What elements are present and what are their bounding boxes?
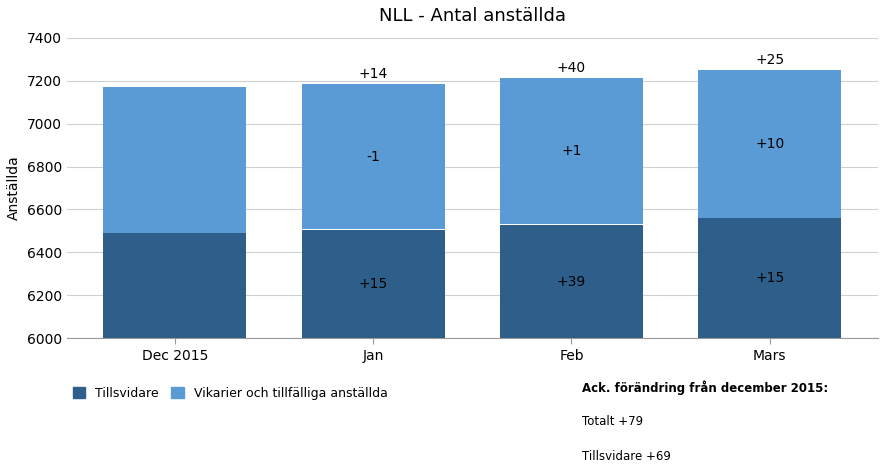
Bar: [698, 70, 841, 218]
Text: -1: -1: [366, 149, 380, 164]
Bar: [302, 84, 444, 229]
Bar: [104, 233, 246, 338]
Text: +39: +39: [557, 274, 586, 289]
Legend: Tillsvidare, Vikarier och tillfälliga anställda: Tillsvidare, Vikarier och tillfälliga an…: [73, 387, 388, 400]
Text: +10: +10: [755, 137, 784, 151]
Text: +15: +15: [358, 277, 388, 291]
Text: +25: +25: [755, 53, 784, 67]
Y-axis label: Anställda: Anställda: [7, 156, 21, 220]
Text: Tillsvidare +69: Tillsvidare +69: [581, 450, 671, 462]
Bar: [500, 225, 643, 338]
Text: +40: +40: [557, 62, 586, 75]
Bar: [104, 86, 246, 233]
Bar: [698, 218, 841, 338]
Text: Totalt +79: Totalt +79: [581, 415, 643, 428]
Bar: [302, 230, 444, 338]
Text: +14: +14: [358, 67, 388, 81]
Text: +1: +1: [561, 144, 581, 158]
Bar: [500, 78, 643, 224]
Text: +15: +15: [755, 271, 784, 285]
Title: NLL - Antal anställda: NLL - Antal anställda: [379, 7, 566, 25]
Text: Ack. förändring från december 2015:: Ack. förändring från december 2015:: [581, 381, 828, 395]
